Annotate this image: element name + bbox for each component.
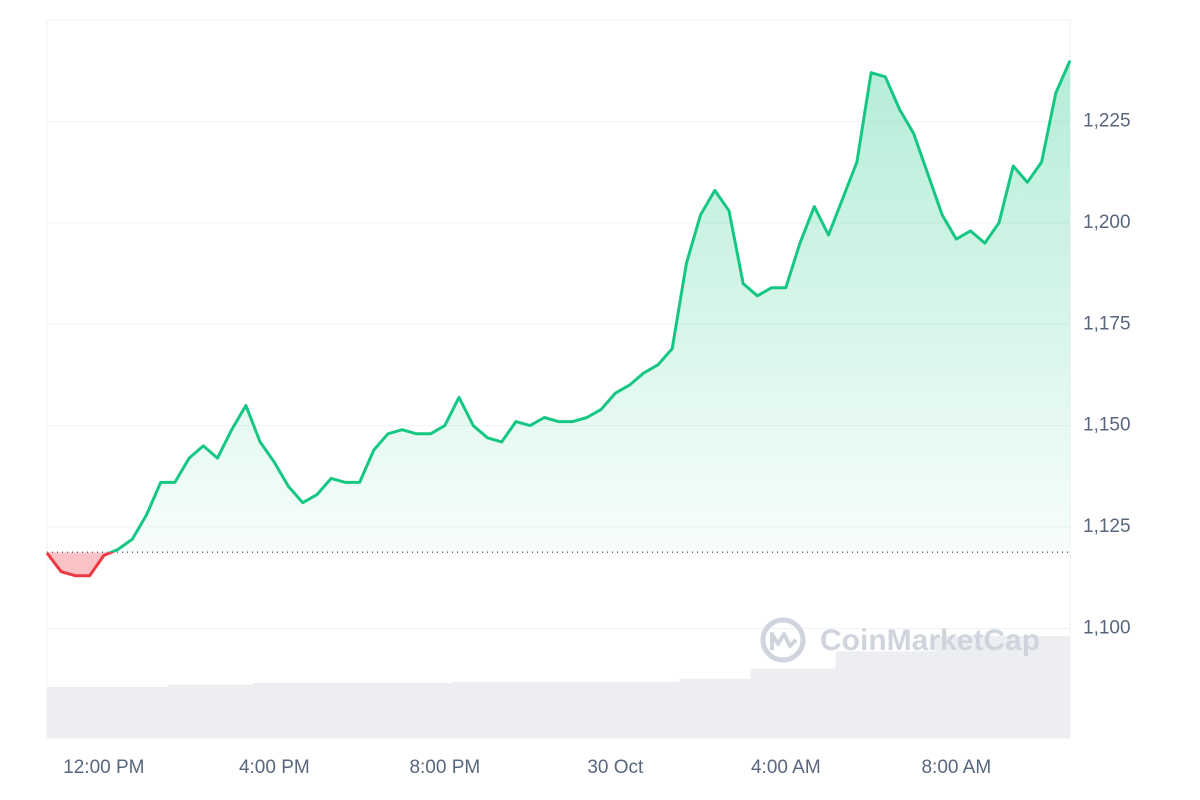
volume-bar: [963, 636, 978, 738]
volume-bar: [68, 687, 83, 738]
volume-bar: [281, 682, 296, 738]
volume-bar: [267, 682, 282, 738]
volume-bar: [139, 687, 154, 738]
volume-bar: [466, 681, 481, 738]
y-tick-label: 1,200: [1083, 212, 1131, 233]
volume-bar: [409, 682, 424, 738]
volume-bar: [778, 668, 794, 738]
volume-bar: [508, 681, 524, 738]
volume-bar: [324, 682, 339, 738]
volume-bar: [1048, 636, 1064, 738]
x-tick-label: 30 Oct: [587, 757, 644, 778]
volume-bar: [82, 687, 98, 738]
watermark-logo-mark: [770, 632, 798, 650]
area-above-baseline: [47, 60, 1070, 553]
volume-bar: [54, 687, 69, 738]
volume-bar: [181, 684, 197, 738]
volume-bar: [906, 651, 922, 738]
volume-bar: [594, 681, 609, 738]
volume-bar: [1034, 636, 1049, 738]
volume-bar: [522, 681, 538, 738]
volume-bar: [1020, 636, 1035, 738]
volume-bar: [707, 678, 723, 738]
volume-bar: [1062, 636, 1070, 738]
volume-bar: [366, 682, 382, 738]
volume-bar: [352, 682, 367, 738]
volume-bar: [224, 684, 240, 738]
volume-bar: [736, 678, 751, 738]
y-tick-label: 1,100: [1083, 617, 1131, 638]
volume-bar: [480, 681, 495, 738]
volume-bar: [110, 687, 126, 738]
volume-bar: [991, 636, 1007, 738]
y-tick-label: 1,150: [1083, 415, 1131, 436]
x-tick-label: 8:00 AM: [921, 757, 991, 778]
volume-bar: [849, 651, 865, 738]
volume-bar: [636, 681, 652, 738]
volume-bar: [693, 678, 708, 738]
volume-bar: [622, 681, 637, 738]
volume-bar: [892, 651, 907, 738]
x-tick-label: 4:00 AM: [751, 757, 821, 778]
volume-bar: [764, 668, 780, 738]
x-tick-label: 8:00 PM: [409, 757, 480, 778]
volume-bar: [863, 651, 879, 738]
volume-bar: [977, 636, 993, 738]
line-layer: [45, 59, 1072, 578]
volume-layer: [47, 636, 1070, 738]
volume-bar: [395, 682, 410, 738]
volume-bar: [920, 651, 936, 738]
volume-bar: [295, 682, 311, 738]
volume-bar: [679, 678, 694, 738]
volume-bar: [807, 668, 822, 738]
x-tick-label: 12:00 PM: [63, 757, 144, 778]
volume-bar: [579, 681, 595, 738]
volume-bar: [565, 681, 581, 738]
volume-bar: [792, 668, 808, 738]
watermark-logo: [760, 617, 806, 663]
volume-bar: [338, 682, 353, 738]
volume-bar: [935, 636, 950, 738]
volume-bar: [835, 651, 851, 738]
y-tick-label: 1,225: [1083, 110, 1131, 131]
x-tick-label: 4:00 PM: [239, 757, 310, 778]
volume-bar: [721, 678, 737, 738]
volume-bar: [650, 681, 666, 738]
volume-bar: [253, 682, 268, 738]
axis-layer: 1,100 1,125 1,150 1,175 1,200 1,225 12:00 PM 4:…: [63, 110, 1130, 778]
volume-bar: [437, 682, 453, 738]
volume-bar: [451, 681, 467, 738]
volume-bar: [196, 684, 211, 738]
volume-bar: [949, 636, 964, 738]
volume-bar: [423, 682, 439, 738]
volume-bar: [380, 682, 396, 738]
volume-bar: [309, 682, 325, 738]
volume-bar: [47, 687, 55, 738]
volume-bar: [608, 681, 623, 738]
volume-bar: [878, 651, 893, 738]
y-tick-label: 1,175: [1083, 313, 1131, 334]
volume-bar: [1006, 636, 1021, 738]
volume-bar: [494, 681, 510, 738]
y-tick-label: 1,125: [1083, 516, 1131, 537]
volume-bar: [537, 681, 552, 738]
volume-bar: [153, 687, 169, 738]
volume-bar: [750, 668, 765, 738]
volume-bar: [665, 681, 680, 738]
volume-bar: [125, 687, 140, 738]
price-line: [48, 59, 1072, 553]
watermark-text: CoinMarketCap: [820, 624, 1040, 657]
watermark: CoinMarketCap: [760, 617, 1040, 663]
volume-bar: [167, 684, 183, 738]
volume-bar: [551, 681, 566, 738]
area-below-baseline: [47, 552, 112, 576]
volume-bar: [821, 668, 836, 738]
volume-bar: [210, 684, 225, 738]
volume-bar: [238, 684, 254, 738]
volume-bar: [96, 687, 112, 738]
